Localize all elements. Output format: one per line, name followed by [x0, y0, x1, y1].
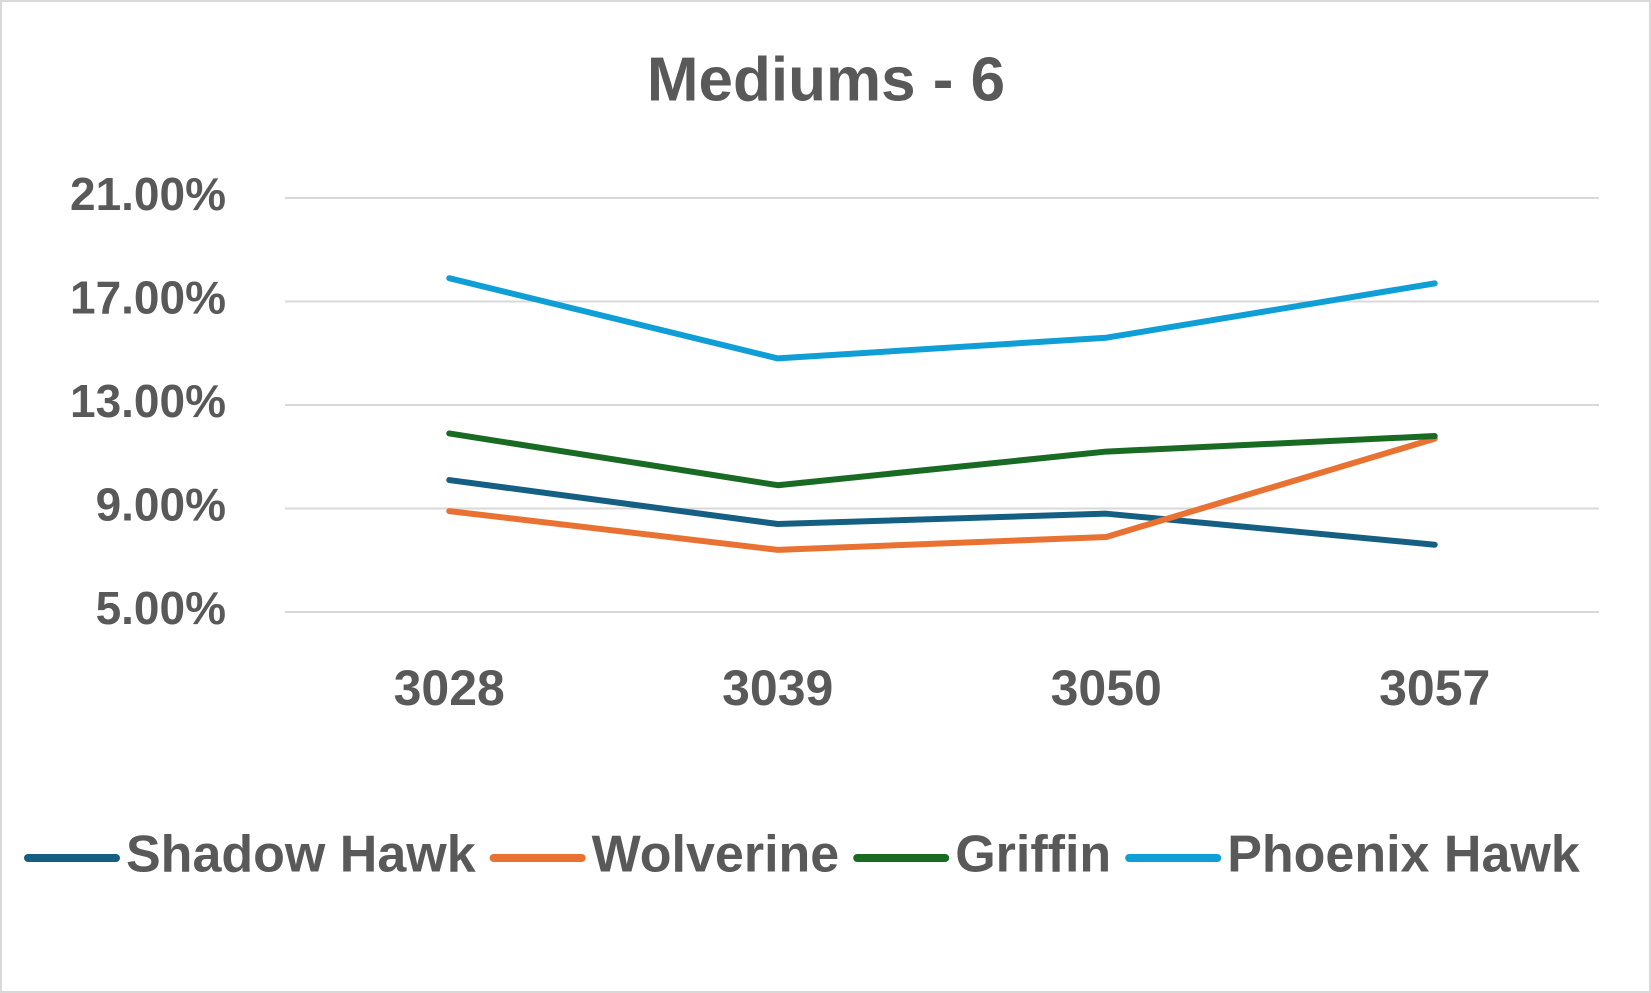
legend-label: Griffin: [955, 826, 1111, 884]
legend-label: Wolverine: [592, 826, 840, 884]
y-tick-label: 17.00%: [70, 272, 226, 324]
x-tick-label: 3039: [722, 660, 833, 716]
chart-title: Mediums - 6: [647, 45, 1005, 114]
series-line: [446, 275, 1438, 362]
y-tick-label: 5.00%: [96, 582, 226, 634]
y-tick-label: 9.00%: [96, 479, 226, 531]
x-tick-label: 3050: [1051, 660, 1162, 716]
y-tick-label: 13.00%: [70, 375, 226, 427]
series-line: [446, 430, 1438, 489]
legend-label: Shadow Hawk: [126, 826, 476, 884]
x-tick-label: 3057: [1379, 660, 1490, 716]
series-line: [446, 435, 1438, 553]
legend-label: Phoenix Hawk: [1227, 826, 1580, 884]
x-tick-label: 3028: [394, 660, 505, 716]
y-tick-label: 21.00%: [70, 168, 226, 220]
series-line: [446, 477, 1438, 548]
